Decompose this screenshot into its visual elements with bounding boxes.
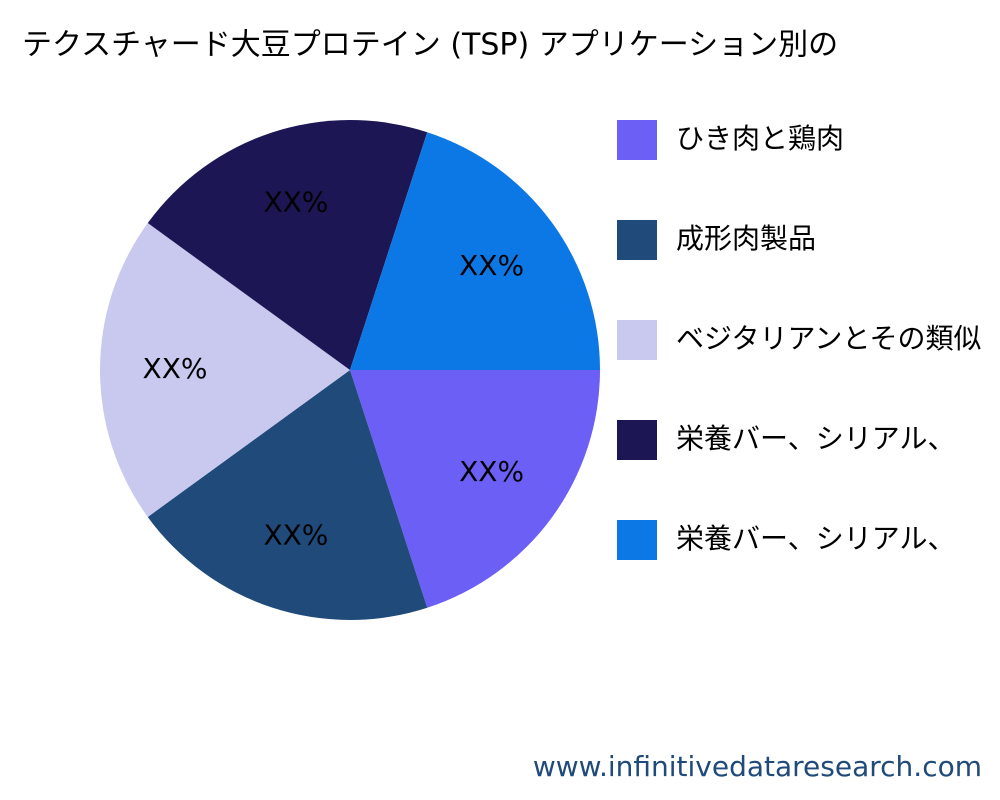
legend-label: 栄養バー、シリアル、 [676,422,955,455]
value-label: XX% [459,249,524,282]
value-label: XX% [263,518,328,551]
pie-slice [350,132,600,370]
legend-label: ベジタリアンとその類似 [676,322,981,355]
legend-swatch [617,320,657,360]
legend-label: 成形肉製品 [676,222,816,255]
legend-label: 栄養バー、シリアル、 [676,522,955,555]
pie-slice [147,370,428,620]
legend-swatch [617,520,657,560]
value-label: XX% [143,352,208,385]
legend-swatch [617,420,657,460]
legend-swatch [617,220,657,260]
legend-swatch [617,120,657,160]
value-label: XX% [459,455,524,488]
pie-slice [350,370,600,608]
pie-slice [100,223,350,517]
chart-title: テクスチャード大豆プロテイン (TSP) アプリケーション別の [22,28,838,63]
pie-slice [147,120,428,370]
legend-label: ひき肉と鶏肉 [676,122,844,155]
watermark: www.infinitivedataresearch.com [533,750,982,783]
value-label: XX% [263,186,328,219]
